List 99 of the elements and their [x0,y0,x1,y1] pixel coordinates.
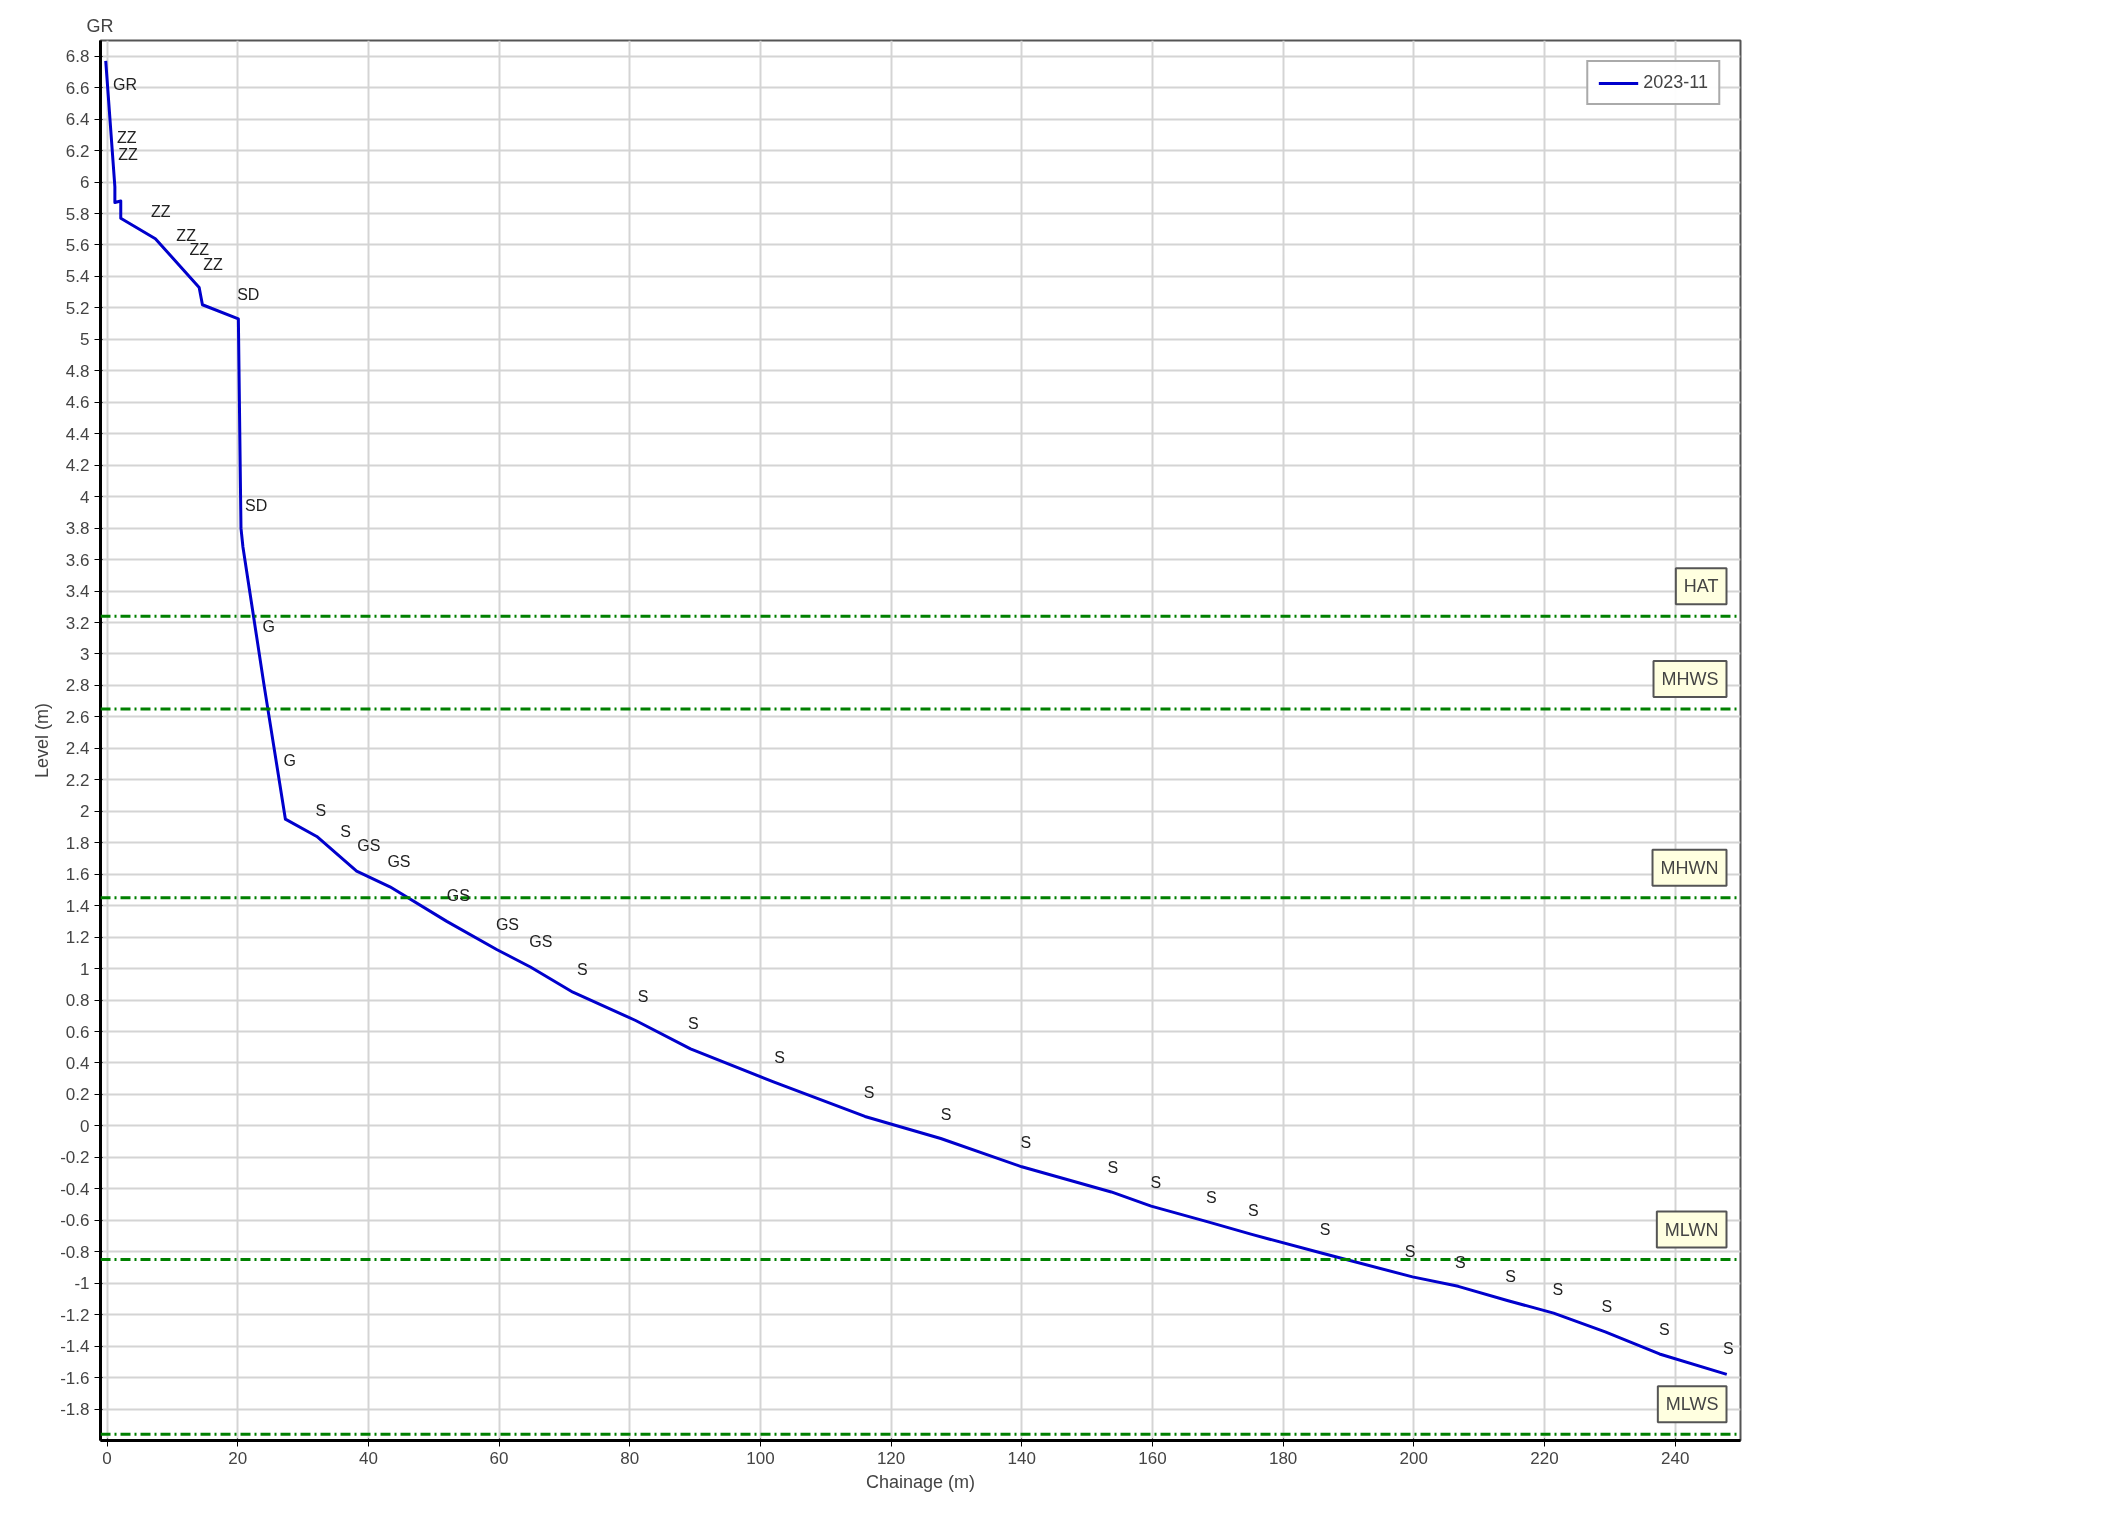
y-tick-label: 4.4 [65,424,90,444]
x-tick-label: 160 [1138,1448,1167,1468]
annotation: S [340,822,352,840]
annotation: S [1552,1280,1564,1298]
x-tick-label: 220 [1530,1448,1559,1468]
y-tick-label: 1 [80,959,90,979]
y-tick-label: 3.4 [65,582,90,602]
y-tick-label: 1.6 [65,865,90,885]
ref-line-label: MLWN [1664,1219,1719,1240]
annotation: S [687,1014,699,1032]
y-tick-label: -0.6 [60,1211,90,1231]
annotation: G [283,751,296,769]
y-tick-label: -1.4 [60,1337,90,1357]
annotation: S [1658,1321,1670,1339]
y-tick-label: -1.2 [60,1305,90,1325]
annotation: S [940,1105,952,1123]
y-tick-label: 1.8 [65,833,90,853]
x-tick-label: 20 [228,1448,248,1468]
annotation: S [774,1049,785,1067]
annotation: GR [112,75,137,93]
y-tick-label: -0.8 [60,1242,90,1262]
annotation: S [1722,1340,1734,1358]
y-axis-title: Level (m) [32,702,53,779]
legend-label: 2023-11 [1643,72,1708,93]
annotation: S [1404,1242,1416,1260]
x-tick-label: 80 [620,1448,640,1468]
annotation: S [1150,1173,1162,1191]
y-tick-label: -1.6 [60,1368,90,1388]
y-tick-label: 4.6 [65,393,90,413]
y-tick-label: 2.6 [65,707,90,727]
y-tick-label: 5 [80,330,90,350]
y-tick-label: -1.8 [60,1400,90,1420]
ref-line-label: HAT [1683,576,1719,597]
annotation: GS [495,915,519,933]
annotation: ZZ [116,129,137,147]
y-tick-label: 5.2 [65,298,90,318]
ref-line-label: MHWN [1660,857,1719,878]
annotation: GS [387,852,411,870]
y-tick-label: 1.2 [65,928,90,948]
annotation: SD [244,497,268,515]
x-tick-label: 120 [876,1448,906,1468]
x-tick-label: 40 [358,1448,378,1468]
annotation: ZZ [150,202,171,220]
y-tick-label: -0.2 [60,1148,90,1168]
y-tick-label: 5.6 [65,235,90,255]
annotation: S [1247,1201,1259,1219]
x-tick-label: 140 [1007,1448,1036,1468]
annotation: ZZ [118,146,138,164]
x-tick-label: 180 [1268,1448,1298,1468]
text: GR [86,15,114,36]
x-tick-label: 200 [1399,1448,1428,1468]
y-tick-label: 2.2 [65,770,90,790]
y-tick-label: 4.8 [65,361,90,381]
x-tick-label: 0 [102,1448,112,1468]
y-tick-label: 1.4 [65,896,90,916]
y-tick-label: 0.4 [65,1053,90,1073]
y-tick-label: -0.4 [60,1179,90,1199]
x-axis-title: Chainage (m) [865,1471,976,1492]
y-tick-label: 3.6 [65,550,90,570]
y-tick-label: -1 [74,1274,90,1294]
y-tick-label: 2.8 [65,676,90,696]
annotation: S [1319,1220,1331,1238]
y-tick-label: 6.4 [65,110,90,130]
annotation: G [262,618,276,636]
y-tick-label: 2.4 [65,739,90,759]
annotation: GS [357,836,381,854]
x-tick-label: 60 [489,1448,509,1468]
annotation: S [1601,1297,1613,1315]
y-tick-label: 0.8 [65,991,90,1011]
y-tick-label: 0.6 [65,1022,90,1042]
y-tick-label: 0 [80,1116,90,1136]
ref-line-label: MLWS [1665,1394,1719,1415]
y-tick-label: 6 [80,173,90,193]
x-tick-label: 100 [746,1448,775,1468]
ref-line-label: MHWS [1661,669,1719,690]
annotation: SD [237,286,260,304]
y-tick-label: 3.8 [65,519,90,539]
annotation: S [576,961,588,979]
y-tick-label: 6.8 [65,47,90,67]
annotation: GS [529,932,553,950]
annotation: S [315,802,327,820]
y-tick-label: 0.2 [65,1085,90,1105]
y-tick-label: 4.2 [65,456,90,476]
x-tick-label: 240 [1660,1448,1690,1468]
y-tick-label: 5.8 [65,204,90,224]
annotation: S [1505,1267,1517,1285]
y-tick-label: 6.2 [65,141,90,161]
annotation: S [1020,1134,1032,1152]
y-tick-label: 4 [80,487,90,507]
annotation: S [637,987,649,1005]
annotation: ZZ [203,256,223,274]
annotation: S [1107,1159,1119,1177]
y-tick-label: 3.2 [65,613,90,633]
annotation: S [1206,1189,1217,1207]
y-tick-label: 2 [80,802,90,822]
annotation: S [863,1083,875,1101]
y-tick-label: 5.4 [65,267,90,287]
y-tick-label: 6.6 [65,78,90,98]
y-tick-label: 3 [80,644,90,664]
